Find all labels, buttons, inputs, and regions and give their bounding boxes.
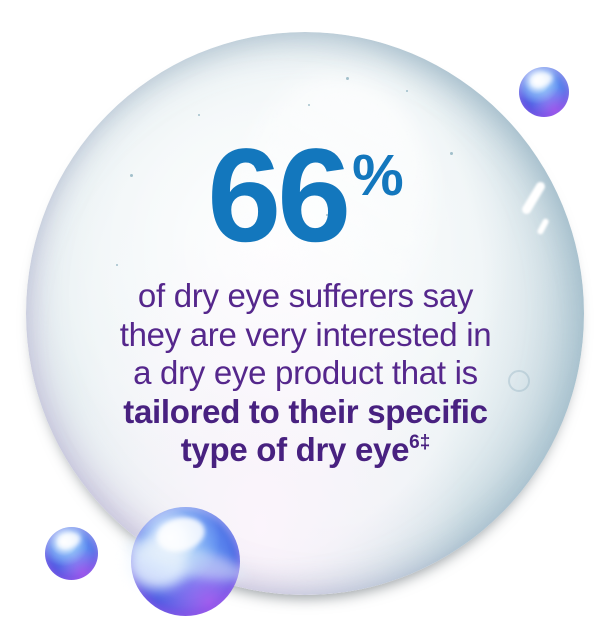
bubble-speck (346, 77, 349, 80)
bubble-speck (198, 114, 200, 116)
decor-bubble-bottom-small (45, 527, 98, 580)
decor-bubble-top-right (519, 67, 569, 117)
bubble-speck (116, 264, 118, 266)
bubble-highlight (529, 69, 555, 90)
bubble-speck (406, 90, 408, 92)
bubble-specular-streak (520, 180, 547, 216)
bubble-speck (308, 104, 310, 106)
bubble-sheen-highlight (206, 64, 448, 394)
bubble-speck (450, 152, 453, 155)
micro-bubble-ring (508, 370, 530, 392)
glass-bubble (26, 32, 584, 595)
bubble-speck (130, 174, 133, 177)
bubble-speck (326, 214, 328, 216)
bubble-specular-streak (536, 217, 550, 236)
bubble-highlight (56, 529, 83, 551)
decor-bubble-bottom-large (120, 507, 251, 616)
